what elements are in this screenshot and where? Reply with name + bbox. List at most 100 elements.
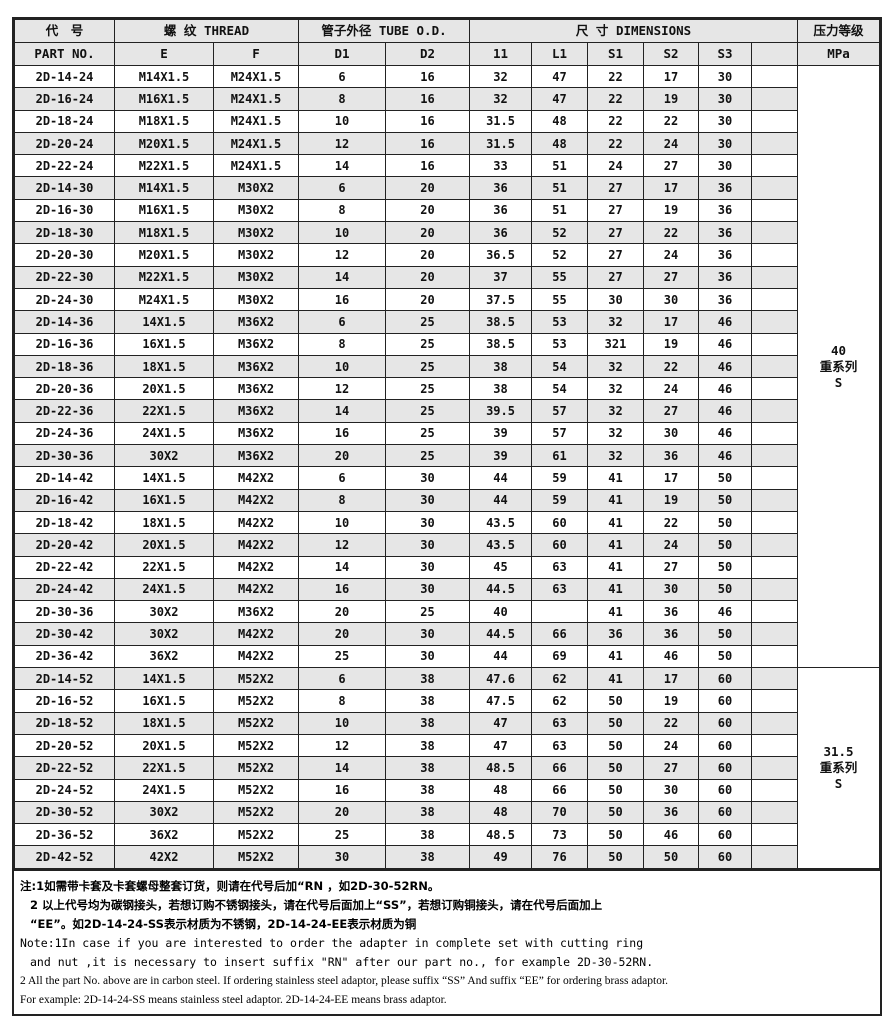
table-cell: 44.5	[469, 577, 533, 602]
table-cell: 47	[531, 64, 589, 89]
table-cell: 2D-20-30	[14, 243, 115, 267]
table-cell: 30	[384, 577, 471, 602]
table-cell: 60	[698, 711, 753, 735]
table-cell: 44	[469, 488, 533, 512]
table-cell: 41	[587, 488, 645, 512]
pressure-pressure: 31.5	[823, 743, 854, 759]
table-cell: 36	[643, 800, 700, 825]
table-cell: M42X2	[213, 622, 299, 646]
table-cell: 37.5	[469, 287, 533, 312]
table-cell: 2D-16-52	[14, 689, 115, 713]
table-cell	[751, 399, 799, 423]
table-cell: 24X1.5	[114, 577, 214, 602]
table-cell: M52X2	[213, 711, 299, 735]
table-cell: 6	[298, 466, 386, 490]
pressure-series: 重系列	[819, 759, 858, 775]
table-cell: 2D-36-52	[14, 823, 115, 847]
table-cell: 27	[643, 265, 700, 289]
table-cell: 6	[298, 64, 386, 89]
table-cell: 2D-22-36	[14, 399, 115, 423]
table-cell	[751, 332, 799, 356]
table-cell: 50	[587, 711, 645, 735]
table-cell: 22	[587, 109, 645, 133]
table-row: 2D-30-36 30X2 M36X2 20 25 40 41 36 46	[14, 600, 880, 624]
table-cell: 38	[384, 667, 471, 691]
table-cell: 30X2	[114, 800, 214, 825]
table-cell: M36X2	[213, 310, 299, 334]
table-cell: 57	[531, 421, 589, 446]
table-cell: 51	[531, 154, 589, 178]
table-cell: 2D-30-36	[14, 444, 115, 468]
table-cell: M18X1.5	[114, 221, 214, 245]
table-cell: 2D-18-30	[14, 221, 115, 245]
table-cell: 25	[384, 377, 471, 401]
table-cell: M24X1.5	[114, 287, 214, 312]
table-cell: 63	[531, 577, 589, 602]
table-cell: 30	[587, 287, 645, 312]
table-cell: 61	[531, 444, 589, 468]
table-cell: 24	[643, 243, 700, 267]
table-cell: 2D-14-42	[14, 466, 115, 490]
note-en-2b: For example: 2D-14-24-SS means stainless…	[20, 993, 447, 1006]
table-cell: 10	[298, 221, 386, 245]
table-cell: 41	[587, 577, 645, 602]
table-cell: 41	[587, 533, 645, 557]
pressure-rating-cell: 31.5 重系列 S	[797, 667, 880, 869]
table-cell: M36X2	[213, 600, 299, 624]
table-cell: M30X2	[213, 198, 299, 223]
table-cell: 30	[643, 577, 700, 602]
table-cell: 59	[531, 488, 589, 512]
table-cell: 41	[587, 644, 645, 669]
table-cell: 30X2	[114, 444, 214, 468]
table-cell: 50	[698, 488, 753, 512]
table-cell: M30X2	[213, 265, 299, 289]
table-cell: 52	[531, 243, 589, 267]
table-cell: 46	[643, 644, 700, 669]
table-cell: 12	[298, 733, 386, 758]
table-cell: M42X2	[213, 555, 299, 579]
table-cell: 22	[643, 711, 700, 735]
table-cell: 30	[384, 510, 471, 535]
table-cell: 27	[587, 265, 645, 289]
table-cell: 14X1.5	[114, 466, 214, 490]
table-cell	[751, 823, 799, 847]
table-cell: 20X1.5	[114, 533, 214, 557]
table-cell	[751, 287, 799, 312]
header-dimensions: 尺 寸 DIMENSIONS	[469, 19, 799, 43]
table-cell	[751, 533, 799, 557]
table-cell: M52X2	[213, 823, 299, 847]
table-cell: 36	[469, 176, 533, 200]
table-cell: 20	[384, 176, 471, 200]
table-cell: 36.5	[469, 243, 533, 267]
table-cell: 46	[698, 332, 753, 356]
table-cell: 24	[643, 733, 700, 758]
table-cell: 38.5	[469, 332, 533, 356]
table-cell: 2D-14-24	[14, 64, 115, 89]
dimension-table-container: 代 号 螺 纹 THREAD 管子外径 TUBE O.D. 尺 寸 DIMENS…	[12, 17, 882, 1016]
table-cell: 2D-22-30	[14, 265, 115, 289]
table-cell: 47	[469, 733, 533, 758]
table-cell	[751, 577, 799, 602]
table-row: 2D-24-42 24X1.5 M42X2 16 30 44.5 63 41 30 50	[14, 577, 880, 602]
table-cell: 2D-18-42	[14, 510, 115, 535]
table-cell: 16	[298, 577, 386, 602]
table-cell	[751, 265, 799, 289]
table-cell: 25	[384, 399, 471, 423]
table-cell: 66	[531, 622, 589, 646]
table-cell: M42X2	[213, 644, 299, 669]
table-cell: 38	[384, 778, 471, 802]
table-cell: M30X2	[213, 176, 299, 200]
table-cell: 27	[587, 176, 645, 200]
table-body: 2D-14-24 M14X1.5 M24X1.5 6 16 32 47 22 17 30 40 重系列…	[14, 64, 880, 869]
table-cell	[751, 667, 799, 691]
table-row: 2D-14-30 M14X1.5 M30X2 6 20 36 51 27 17 36	[14, 176, 880, 200]
table-cell: 41	[587, 466, 645, 490]
table-cell: 17	[643, 466, 700, 490]
table-row: 2D-14-36 14X1.5 M36X2 6 25 38.5 53 32 17 46	[14, 310, 880, 334]
table-row: 2D-16-24 M16X1.5 M24X1.5 8 16 32 47 22 19 30	[14, 87, 880, 111]
table-cell: 46	[698, 377, 753, 401]
note-zh-2a: 2 以上代号均为碳钢接头，若想订购不锈钢接头，请在代号后面加上“SS”，若想订购…	[30, 897, 603, 912]
table-cell: 48	[469, 800, 533, 825]
table-row: 2D-22-30 M22X1.5 M30X2 14 20 37 55 27 27 36	[14, 265, 880, 289]
table-cell: 22	[587, 131, 645, 156]
